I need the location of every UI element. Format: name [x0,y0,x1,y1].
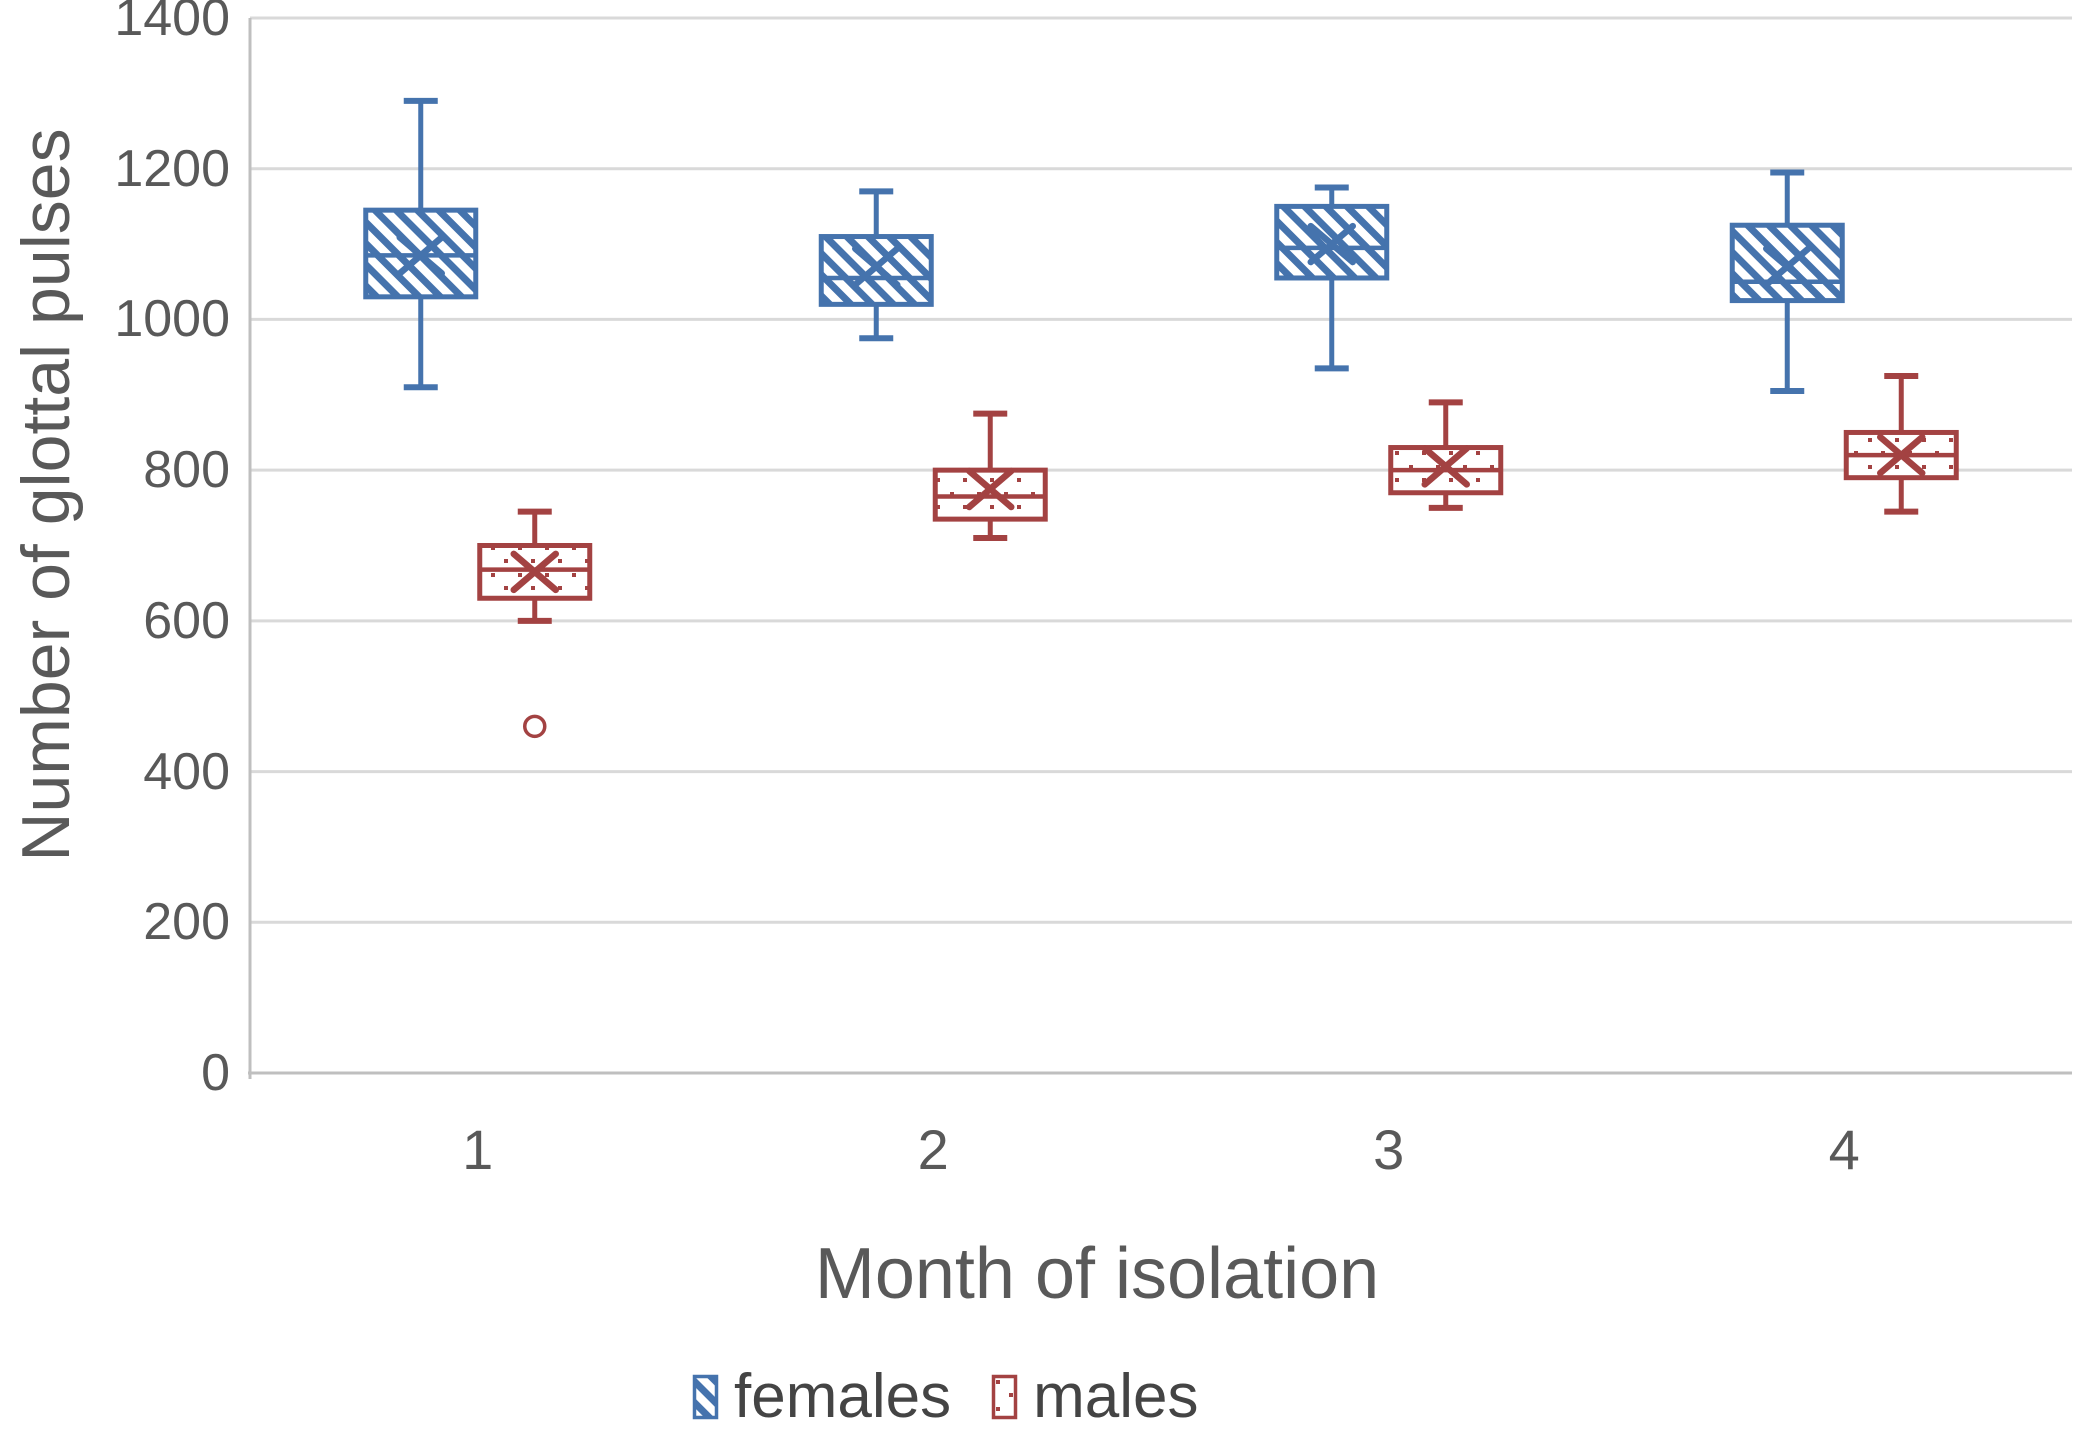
box-males-4 [1843,372,1959,515]
outlier-point [523,714,547,739]
y-tick-label-0: 0 [201,1044,230,1102]
box-males-1 [477,508,593,739]
iqr-box [1274,203,1390,281]
mean-x-marker [1763,245,1812,288]
mean-x-marker [396,234,445,277]
x-tick-label-2: 2 [917,1118,949,1181]
y-tick-label-400: 400 [143,742,230,801]
mean-x-marker [1421,445,1470,488]
y-tick-label-1400: 1400 [114,0,230,47]
box-females-4 [1729,169,1845,395]
box-females-3 [1274,184,1390,372]
y-tick-label-1000: 1000 [114,290,230,349]
box-males-2 [932,410,1048,541]
box-females-1 [363,97,479,391]
legend-label-females: females [734,1362,952,1431]
y-tick-label-200: 200 [143,893,230,952]
x-tick-label-4: 4 [1828,1118,1860,1181]
x-axis-title: Month of isolation [814,1234,1380,1314]
y-tick-label-800: 800 [143,441,230,500]
legend-item-males: males [991,1363,1198,1431]
legend-item-females: females [692,1363,951,1431]
legend-label-males: males [1033,1362,1199,1431]
box-males-3 [1388,399,1504,511]
legend: females males [692,1363,1198,1431]
females-swatch-icon [692,1374,719,1420]
mean-x-marker [510,550,559,594]
x-tick-label-3: 3 [1373,1118,1405,1181]
x-tick-label-1: 1 [462,1118,494,1181]
mean-x-marker [966,467,1015,511]
mean-x-marker [852,245,901,288]
mean-x-marker [1877,433,1926,477]
males-swatch-icon [991,1374,1018,1420]
y-tick-label-1200: 1200 [114,139,230,198]
y-tick-label-600: 600 [143,591,230,650]
mean-x-marker [1307,222,1356,266]
box-females-2 [818,188,934,342]
